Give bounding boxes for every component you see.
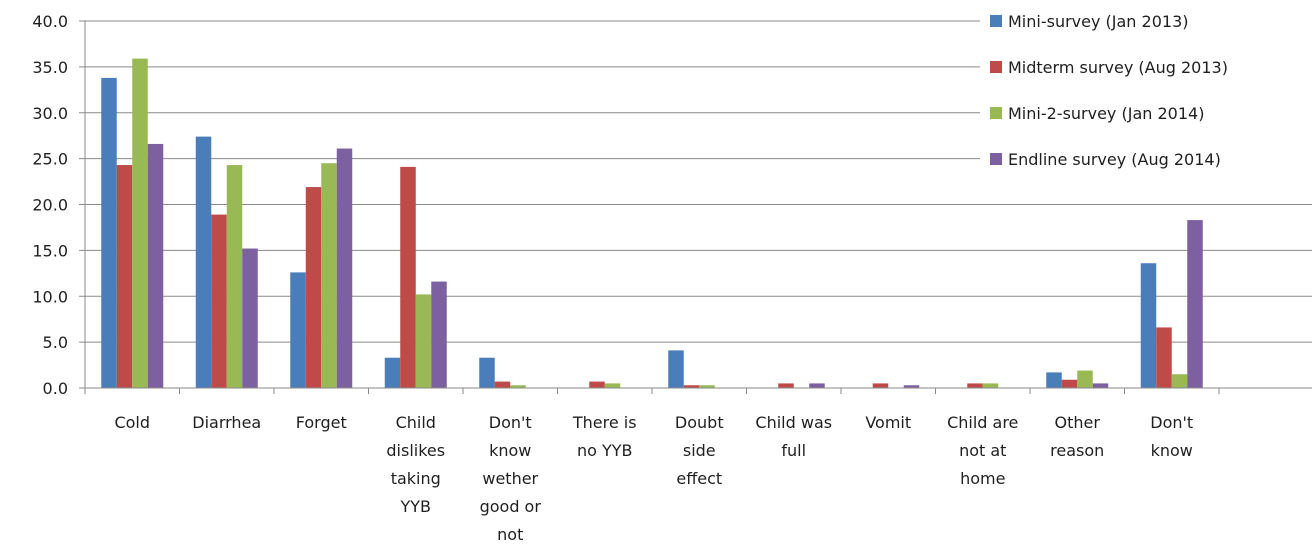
legend-label: Midterm survey (Aug 2013) <box>1008 58 1228 77</box>
bar <box>305 187 322 388</box>
x-tick-label: Don't know wether good or not <box>480 413 542 544</box>
bar <box>903 385 920 388</box>
bar <box>1140 263 1157 388</box>
bar <box>1156 327 1172 388</box>
legend-swatch <box>990 61 1002 73</box>
x-tick-label: Doubt side effect <box>675 413 724 488</box>
bar <box>400 166 416 388</box>
legend-swatch <box>990 153 1002 165</box>
x-tick-label: Other reason <box>1050 413 1104 460</box>
bar <box>982 383 999 388</box>
bar <box>699 385 715 388</box>
bar <box>242 248 258 388</box>
bar <box>384 357 401 388</box>
y-tick-label: 0.0 <box>43 379 68 398</box>
bar <box>1061 379 1078 388</box>
bar <box>226 165 243 388</box>
legend-label: Mini-survey (Jan 2013) <box>1008 12 1188 31</box>
y-tick-label: 10.0 <box>32 287 68 306</box>
bar <box>415 294 432 388</box>
bar <box>1092 383 1109 388</box>
bar <box>321 163 337 388</box>
x-tick-label: Child are not at home <box>947 413 1018 488</box>
y-tick-label: 25.0 <box>32 150 68 169</box>
x-tick-label: Don't know <box>1150 413 1193 460</box>
bar <box>336 148 353 388</box>
x-tick-label: Child dislikes taking YYB <box>386 413 445 516</box>
bar <box>683 385 700 388</box>
bar <box>967 383 983 388</box>
x-tick-label: Forget <box>296 413 347 432</box>
bar <box>1171 374 1188 388</box>
bar <box>872 383 889 388</box>
legend-label: Endline survey (Aug 2014) <box>1008 150 1221 169</box>
bars <box>101 58 1203 389</box>
bar <box>290 272 306 388</box>
y-tick-label: 40.0 <box>32 12 68 31</box>
bar <box>778 383 794 388</box>
legend-swatch <box>990 107 1002 119</box>
x-tick-label: Child was full <box>755 413 832 460</box>
x-tick-label: Diarrhea <box>192 413 261 432</box>
legend-label: Mini-2-survey (Jan 2014) <box>1008 104 1204 123</box>
bar <box>479 357 495 388</box>
bar <box>101 77 117 388</box>
bar <box>116 165 133 388</box>
bar <box>510 385 526 388</box>
x-tick-label: There is no YYB <box>572 413 637 460</box>
y-tick-label: 15.0 <box>32 241 68 260</box>
y-tick-label: 5.0 <box>43 333 68 352</box>
legend-swatch <box>990 15 1002 27</box>
axes: 0.0 5.0 10.0 15.0 20.0 25.0 30.0 35.0 40.0 Cold Di… <box>32 12 1312 544</box>
bar <box>195 136 212 388</box>
bar <box>431 281 447 388</box>
y-tick-label: 20.0 <box>32 196 68 215</box>
bar <box>604 383 621 388</box>
x-tick-label: Vomit <box>865 413 911 432</box>
bar <box>132 58 148 389</box>
bar <box>1187 220 1203 388</box>
bar <box>589 381 605 388</box>
x-tick-label: Cold <box>114 413 150 432</box>
bar <box>809 383 825 388</box>
y-tick-label: 35.0 <box>32 58 68 77</box>
bar <box>211 214 227 388</box>
bar <box>494 381 511 388</box>
legend: Mini-survey (Jan 2013) Midterm survey (Au… <box>980 0 1312 190</box>
bar <box>1077 370 1093 388</box>
y-tick-label: 30.0 <box>32 104 68 123</box>
bar <box>1046 372 1062 388</box>
bar <box>668 350 684 388</box>
bar <box>147 143 164 388</box>
gridlines <box>85 20 1312 343</box>
legend-background <box>980 0 1312 190</box>
